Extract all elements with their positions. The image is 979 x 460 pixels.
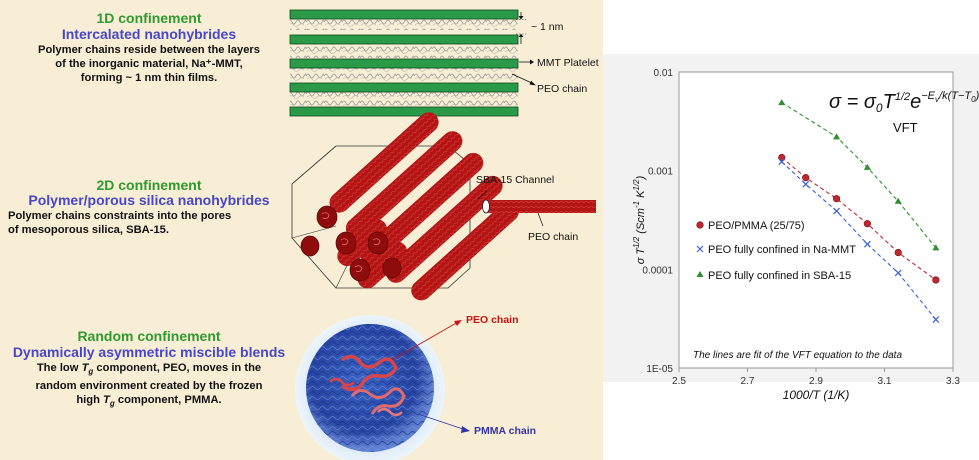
confinement-panel: 1D confinement Intercalated nanohybrides… [0,0,603,460]
data-point-series-1 [894,248,902,257]
data-point-series-3 [778,99,786,106]
sec3-desc-line2: random environment created by the frozen [35,380,263,393]
peo-chain-label-1d: PEO chain [537,83,587,95]
y-tick-label: 0.0001 [642,265,673,276]
plot-area [678,71,954,369]
x-axis-label: 1000/T (1/K) [783,388,850,402]
data-point-series-2 [863,240,871,248]
data-point-series-2 [802,180,810,188]
legend-series-1: PEO/PMMA (25/75) [708,220,805,232]
peo-chain-label-blend: PEO chain [466,314,519,326]
fit-annotation: The lines are fit of the VFT equation to… [693,350,902,361]
sec2-title: 2D confinement [96,177,202,193]
data-point-series-1 [863,220,871,228]
sec3-subtitle: Dynamically asymmetric miscible blends [12,344,286,360]
data-point-series-1 [932,276,940,284]
y-tick-label: 1E-05 [646,364,673,375]
sec1-title: 1D confinement [96,10,202,26]
y-tick-label: 0.01 [654,68,674,79]
sec1-desc-line3: forming ~ 1 nm thin films. [80,72,218,84]
data-point-series-3 [932,244,940,251]
x-tick-label: 2.9 [809,376,823,387]
y-axis: 0.01 0.001 0.0001 1E-05 [642,68,673,375]
vft-chart-panel: 0.01 0.001 0.0001 1E-05 2.5 2.7 2.9 3.1 3.3 σ =… [603,0,979,460]
polymer-blend-blob [295,315,470,460]
sec3-desc-line3: high Tg component, PMMA. [76,394,222,409]
chart-legend: PEO/PMMA (25/75) PEO fully confined in N… [696,220,856,282]
sba15-channel-label: SBA-15 Channel [476,174,554,186]
confinement-figures: ~ 1 nm MMT Platelet PEO chain [289,9,599,460]
pmma-chain-label: PMMA chain [474,425,536,437]
data-point-series-1 [832,195,841,203]
legend-marker-x [696,245,704,253]
data-point-series-2 [778,158,786,166]
sec3-title: Random confinement [77,328,221,344]
fit-line-series-2 [781,161,937,320]
legend-series-3: PEO fully confined in SBA-15 [708,270,851,282]
sec1-desc-line1: Polymer chains reside between the layers [38,44,260,56]
y-tick-label: 0.001 [648,167,673,178]
data-point-series-2 [894,269,902,277]
data-point-series-2 [833,207,840,215]
sec2-desc-line1: Polymer chains constraints into the pore… [8,210,232,222]
data-points [778,99,940,323]
legend-marker-circle [696,221,704,229]
data-point-series-1 [778,153,786,162]
sec2-desc-line2: of mesoporous silica, SBA-15. [8,224,170,236]
mmt-platelet-label: MMT Platelet [537,57,599,69]
sec1-subtitle: Intercalated nanohybrides [61,26,237,42]
sec3-desc-line1: The low Tg component, PEO, moves in the [36,362,262,377]
x-tick-label: 2.5 [672,376,686,387]
data-point-series-3 [833,133,841,140]
legend-series-2: PEO fully confined in Na-MMT [708,244,856,256]
data-point-series-3 [894,197,902,204]
data-point-series-1 [802,174,810,182]
peo-chain-label-2d: PEO chain [528,231,578,243]
legend-marker-triangle [696,271,704,277]
data-point-series-3 [863,163,871,170]
x-tick-label: 2.7 [741,376,755,387]
sec1-description: Polymer chains reside between the layers… [8,43,290,85]
x-tick-label: 3.3 [946,376,960,387]
sec2-description: Polymer chains constraints into the pore… [8,209,290,237]
mmt-platelet-stack [289,9,536,117]
data-point-series-2 [932,316,940,323]
x-tick-label: 3.1 [878,376,892,387]
sec2-subtitle: Polymer/porous silica nanohybrides [28,192,270,208]
vft-label: VFT [893,120,918,135]
sba15-single-channel [477,190,596,227]
sba15-bundle [291,112,519,301]
sec1-desc-line2: of the inorganic material, Na⁺-MMT, [55,58,243,70]
gap-label: ~ 1 nm [531,21,564,33]
sec3-description: The low Tg component, PEO, moves in the … [8,361,290,411]
x-axis: 2.5 2.7 2.9 3.1 3.3 [672,368,960,387]
